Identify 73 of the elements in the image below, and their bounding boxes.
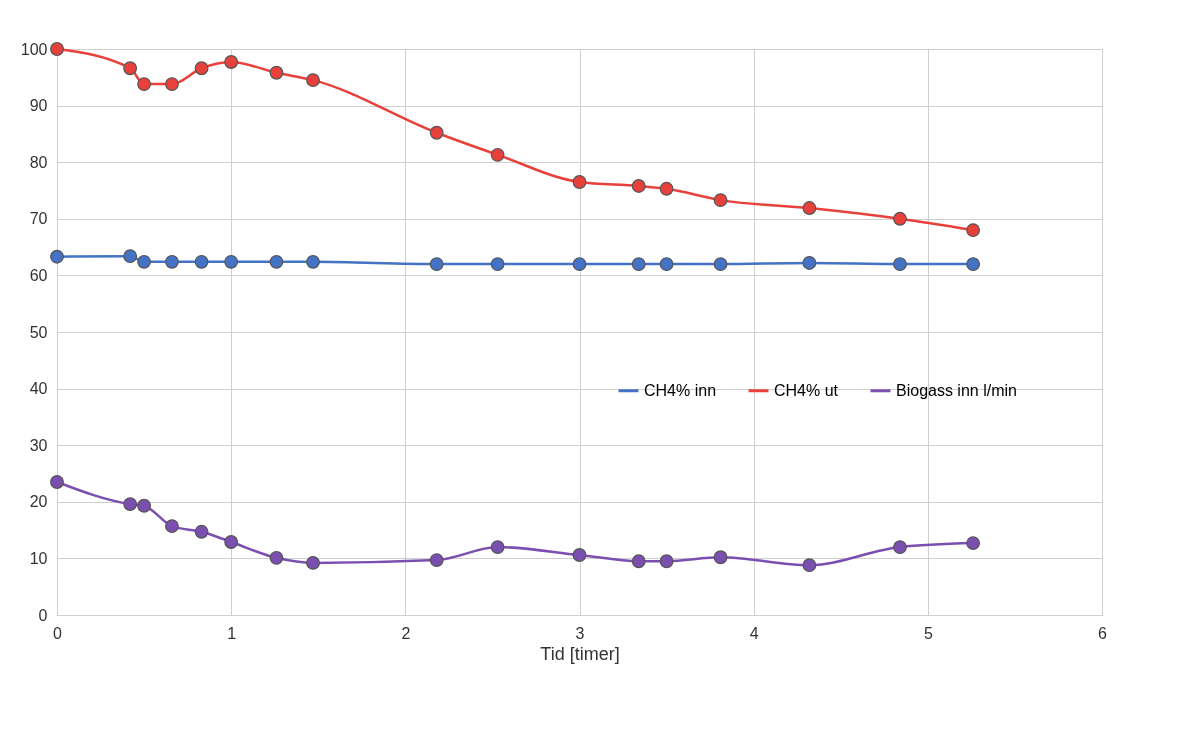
y-tick-label: 50 xyxy=(29,323,48,341)
y-tick-label: 90 xyxy=(29,97,48,115)
point xyxy=(194,524,209,539)
point xyxy=(429,553,444,568)
y-tick-label: 100 xyxy=(20,40,48,58)
point xyxy=(631,257,646,271)
point xyxy=(802,558,817,573)
point xyxy=(490,540,505,554)
point xyxy=(713,550,728,565)
point xyxy=(802,201,817,215)
legend-label: Biogass inn l/min xyxy=(896,381,1017,399)
point xyxy=(713,257,728,271)
point xyxy=(659,554,674,569)
legend-label: CH4% ut xyxy=(774,381,839,399)
point xyxy=(572,257,587,271)
point xyxy=(269,550,284,565)
x-tick-label: 4 xyxy=(749,624,759,642)
point xyxy=(306,73,320,88)
point xyxy=(123,497,138,511)
y-tick-label: 0 xyxy=(38,606,48,624)
point xyxy=(50,475,64,489)
point xyxy=(269,254,284,269)
point xyxy=(893,540,907,554)
point xyxy=(50,249,64,264)
point xyxy=(659,257,674,271)
point xyxy=(165,77,179,91)
point xyxy=(137,254,152,269)
point xyxy=(966,536,981,551)
point xyxy=(966,223,981,238)
y-tick-label: 20 xyxy=(29,493,48,511)
y-tick-label: 10 xyxy=(29,549,48,567)
point xyxy=(165,519,179,534)
y-tick-label: 30 xyxy=(29,436,48,454)
y-tick-label: 70 xyxy=(29,210,48,228)
point xyxy=(490,147,505,162)
point xyxy=(224,254,239,269)
point xyxy=(631,179,646,193)
point xyxy=(659,181,674,196)
point xyxy=(123,249,138,264)
point xyxy=(429,125,444,140)
x-axis-title: Tid [timer] xyxy=(540,643,620,664)
point xyxy=(966,257,981,271)
y-tick-label: 80 xyxy=(29,153,48,171)
point xyxy=(224,535,239,549)
x-tick-label: 1 xyxy=(227,624,237,642)
point xyxy=(306,254,320,269)
x-tick-label: 0 xyxy=(53,624,63,642)
point xyxy=(137,77,152,91)
y-tick-label: 40 xyxy=(29,380,48,398)
point xyxy=(194,61,209,76)
point xyxy=(572,175,587,189)
y-tick-label: 60 xyxy=(29,266,48,284)
point xyxy=(165,254,179,269)
point xyxy=(893,257,907,271)
point xyxy=(802,256,817,270)
x-tick-label: 3 xyxy=(575,624,585,642)
point xyxy=(194,254,209,269)
x-tick-label: 6 xyxy=(1098,624,1108,642)
point xyxy=(123,61,138,76)
point xyxy=(50,42,64,56)
point xyxy=(713,193,728,208)
x-tick-label: 5 xyxy=(923,624,933,642)
point xyxy=(429,257,444,271)
point xyxy=(893,211,907,226)
point xyxy=(269,65,284,80)
legend-label: CH4% inn xyxy=(644,381,717,399)
point xyxy=(306,556,320,570)
x-tick-label: 2 xyxy=(401,624,411,642)
point xyxy=(490,257,505,271)
point xyxy=(631,554,646,569)
point xyxy=(137,498,152,513)
point xyxy=(224,55,239,69)
point xyxy=(572,548,587,562)
